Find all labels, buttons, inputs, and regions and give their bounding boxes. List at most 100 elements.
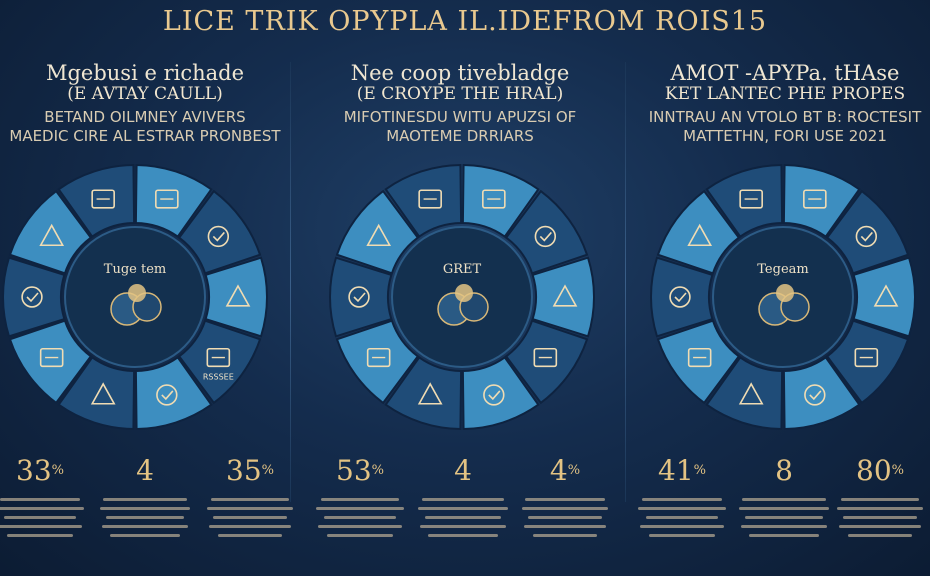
panel-description-line: BETAND OILMNEY AVIVERS	[44, 108, 246, 126]
coin-lightbulb-icon	[110, 284, 162, 326]
wheel-segment	[531, 256, 595, 338]
segment-wheel: GRET	[329, 163, 595, 431]
stat-item: 41%	[632, 454, 732, 537]
shield-icon	[758, 284, 810, 326]
panel-description-line: MAEDIC CIRE AL ESTRAR PRONBEST	[9, 127, 281, 145]
wheel-segment	[134, 355, 213, 431]
stats-row: 33% 4 35%	[0, 454, 300, 574]
wheel-segment	[852, 256, 916, 338]
wheel-segment	[335, 189, 420, 275]
stat-value: 8	[775, 454, 793, 487]
wheel-segment	[335, 319, 420, 405]
wheel-segment	[461, 355, 540, 431]
cloud-icon	[803, 189, 827, 209]
certificate-icon	[155, 189, 179, 209]
stat-item: 4%	[515, 454, 615, 537]
wheel-segment	[384, 163, 463, 239]
phone-icon	[39, 223, 65, 247]
panel-subheading: KET LANTEC PHE PROPES	[664, 84, 906, 104]
globe-icon	[739, 189, 763, 209]
document-icon	[90, 382, 116, 405]
wheel-segment	[825, 189, 910, 275]
wheel-segment	[177, 189, 262, 275]
segment-wheel: RSSSEE Tuge tem	[2, 163, 268, 431]
building-icon	[855, 225, 878, 248]
stat-item: 8	[734, 454, 834, 537]
brain-icon	[348, 286, 370, 308]
panel-heading: AMOT -APYPa. tHAse	[670, 61, 900, 85]
stat-item: 53%	[310, 454, 410, 537]
panel-middle: Nee coop tivebladge (E CROYPE THE HRAL) …	[305, 62, 615, 576]
stat-item: 33%	[0, 454, 90, 537]
wheel-segment	[504, 319, 589, 405]
flask-icon	[552, 284, 578, 307]
stat-item: 80%	[830, 454, 930, 537]
stat-item: 4	[413, 454, 513, 537]
wheel-segment	[57, 355, 136, 431]
panel-left: Mgebusi e richade (E AVTAY CAULL) BETAND…	[0, 62, 300, 576]
clipboard-icon	[206, 347, 231, 368]
segment-label: RSSSEE	[203, 373, 234, 382]
wheel-segment	[705, 355, 784, 431]
segment-wheel: Tegeam	[650, 163, 916, 431]
stat-item: 35%	[200, 454, 300, 537]
panel-heading: Mgebusi e richade	[45, 61, 245, 85]
panel-description-line: MATTETHN, FORI USE 2021	[683, 127, 887, 145]
lab-icon	[483, 384, 505, 406]
screen-icon	[207, 225, 230, 248]
stat-value: 4	[136, 454, 154, 487]
wheel-segment	[384, 355, 463, 431]
panel-subheading: (E CROYPE THE HRAL)	[356, 84, 564, 104]
stat-value: 41%	[658, 454, 706, 487]
target-icon	[482, 189, 506, 209]
monitor-icon	[854, 347, 879, 368]
globe-icon	[418, 189, 442, 209]
wheel-segment	[177, 319, 262, 405]
camera-icon	[669, 286, 691, 308]
stat-item: 4	[95, 454, 195, 537]
tablet-icon	[91, 189, 115, 209]
hand-icon	[804, 384, 826, 406]
medal-icon	[687, 223, 713, 247]
panel-right: AMOT -APYPa. tHAse KET LANTEC PHE PROPES…	[630, 62, 930, 576]
wheel-segment	[57, 163, 136, 239]
wheel-segment	[656, 189, 741, 275]
stats-row: 41% 8 80%	[630, 454, 930, 574]
compass-icon	[366, 347, 391, 368]
wheel-center-label: Tuge tem	[104, 262, 166, 277]
wheel-segment	[705, 163, 784, 239]
panel-heading: Nee coop tivebladge	[350, 61, 570, 85]
notes-icon	[21, 286, 43, 308]
panel-subheading: (E AVTAY CAULL)	[67, 84, 223, 104]
grid-icon	[39, 347, 64, 368]
panel-description-line: MIFOTINESDU WITU APUZSI OF	[343, 108, 577, 126]
gear-icon	[417, 382, 443, 405]
chart-icon	[156, 384, 178, 406]
page-title: LICE TRIK OPYPLA IL.IDEFROM ROIS15	[162, 6, 768, 37]
panel-divider	[290, 62, 291, 502]
wheel-segment	[8, 189, 93, 275]
stat-value: 80%	[856, 454, 904, 487]
wheel-segment	[782, 163, 861, 239]
panel-description-line: INNTRAU AN VTOLO BT B: ROCTESIT	[648, 108, 922, 126]
panel-description-line: MAOTEME DRRIARS	[386, 127, 534, 145]
scales-icon	[687, 347, 712, 368]
wheel-segment	[782, 355, 861, 431]
wheel-segment	[656, 319, 741, 405]
wheel-segment	[504, 189, 589, 275]
wheel-segment	[204, 256, 268, 338]
scales-icon	[533, 347, 558, 368]
stat-value: 35%	[226, 454, 274, 487]
wheel-segment	[8, 319, 93, 405]
panel-divider	[625, 62, 626, 502]
stat-value: 4%	[549, 454, 581, 487]
stat-value: 4	[454, 454, 472, 487]
book-icon	[225, 284, 251, 307]
stat-value: 33%	[16, 454, 64, 487]
wheel-center-label: Tegeam	[757, 262, 808, 277]
microscope-icon	[437, 284, 489, 326]
wheel-segment	[825, 319, 910, 405]
network-icon	[534, 225, 557, 248]
tools-icon	[738, 382, 764, 405]
wheel-segment	[134, 163, 213, 239]
